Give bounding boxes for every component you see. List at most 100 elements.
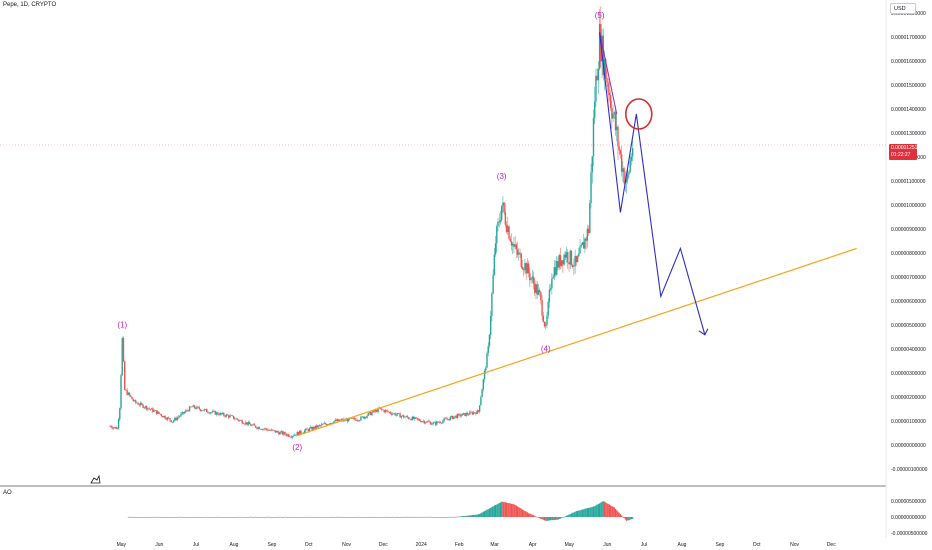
- ao-bar: [327, 516, 329, 518]
- ao-bar: [520, 508, 522, 517]
- ao-bar: [513, 504, 515, 517]
- ao-bar: [228, 517, 230, 518]
- candle: [449, 417, 451, 421]
- candle: [422, 421, 425, 422]
- ao-bar: [501, 501, 503, 517]
- ao-bar: [581, 509, 584, 517]
- y-tick-label: 0.00001000000: [891, 203, 926, 209]
- candle: [423, 421, 426, 424]
- ao-bar: [423, 517, 426, 518]
- candle: [505, 224, 508, 233]
- candle: [161, 416, 164, 418]
- candle: [400, 416, 403, 418]
- ao-bar: [169, 516, 171, 518]
- y-tick-label: 0.00000400000: [891, 347, 926, 353]
- ao-bar: [482, 511, 484, 517]
- candle: [525, 263, 527, 274]
- ao-bar: [576, 510, 579, 517]
- candle: [275, 431, 278, 433]
- candle: [444, 418, 447, 420]
- candle: [434, 422, 437, 425]
- ao-bar: [494, 504, 497, 517]
- ao-bar: [182, 517, 185, 518]
- candle: [245, 422, 247, 425]
- ao-bar: [488, 508, 491, 517]
- ao-bar: [417, 517, 420, 518]
- ao-bar: [469, 515, 471, 517]
- ao-bar: [140, 516, 142, 518]
- candle: [510, 241, 513, 246]
- candle: [215, 412, 218, 415]
- ao-bar: [436, 517, 438, 518]
- candle: [316, 425, 318, 428]
- candle: [185, 410, 187, 412]
- ao-bar: [524, 510, 526, 517]
- ao-bar: [406, 516, 409, 518]
- candle: [612, 113, 614, 119]
- candle: [269, 430, 272, 431]
- y-tick-label: 0.00000300000: [891, 371, 926, 377]
- candle: [268, 430, 270, 431]
- candle: [317, 425, 319, 428]
- candle: [459, 414, 461, 417]
- candle: [617, 126, 619, 147]
- candle: [616, 126, 618, 131]
- highlight-circle[interactable]: [624, 98, 653, 130]
- candle: [607, 82, 609, 93]
- ao-bar: [458, 516, 460, 518]
- support-trendline[interactable]: [297, 247, 857, 437]
- candle: [467, 414, 470, 416]
- ao-bar: [592, 506, 595, 517]
- candle: [399, 413, 401, 418]
- ao-bar: [328, 516, 330, 518]
- candle: [241, 420, 243, 424]
- ao-bar: [426, 517, 428, 518]
- x-tick-label: Jun: [603, 542, 611, 548]
- candle: [288, 434, 290, 437]
- candle: [587, 228, 590, 233]
- ao-bar: [398, 517, 400, 518]
- candle: [571, 265, 574, 268]
- ao-bar: [596, 504, 598, 517]
- ao-bar: [573, 512, 575, 517]
- candle: [208, 412, 210, 414]
- ao-bar: [242, 517, 245, 518]
- candle: [448, 419, 450, 421]
- ao-bar: [247, 517, 249, 518]
- ao-bar: [570, 513, 573, 517]
- ao-bar: [397, 516, 399, 518]
- ao-bar: [171, 517, 174, 518]
- ao-bar: [556, 517, 558, 520]
- candle: [595, 75, 597, 102]
- candle: [485, 367, 487, 371]
- ao-bar: [546, 517, 548, 521]
- ao-bar: [572, 512, 574, 517]
- ao-bar: [562, 517, 564, 518]
- candle: [427, 421, 429, 422]
- wave-label: (3): [497, 172, 507, 181]
- ao-bar: [567, 515, 569, 517]
- ao-bar: [535, 516, 537, 517]
- candle: [580, 244, 582, 247]
- candle: [252, 424, 254, 425]
- projection-path[interactable]: [599, 32, 706, 335]
- candle: [248, 422, 251, 425]
- candle: [139, 403, 142, 406]
- currency-selector[interactable]: USD: [890, 3, 916, 14]
- ao-bar: [552, 517, 554, 521]
- candle: [622, 168, 624, 172]
- candle: [179, 416, 181, 417]
- candle: [488, 334, 491, 347]
- candle: [564, 254, 567, 258]
- candle: [547, 301, 549, 316]
- current-price-badge[interactable]: 0.00001251055 01:22:27: [889, 144, 926, 160]
- candle: [360, 416, 362, 421]
- ao-bar: [152, 516, 154, 518]
- ao-bar: [395, 517, 398, 518]
- candle: [393, 413, 395, 414]
- ao-bar: [304, 516, 306, 518]
- ao-bar: [163, 516, 165, 518]
- ao-bar: [389, 517, 391, 518]
